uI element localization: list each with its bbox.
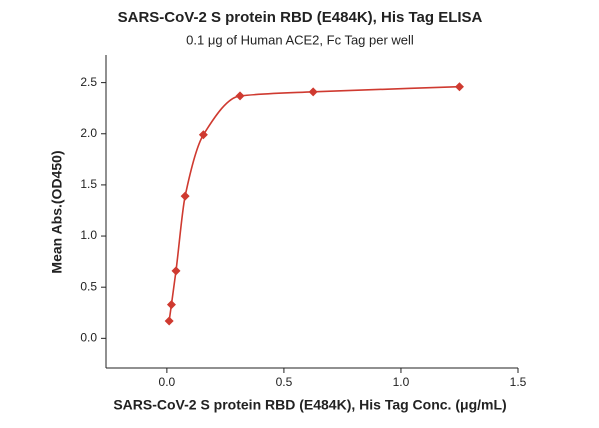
x-tick-label: 1.5 xyxy=(510,375,527,389)
data-point xyxy=(171,266,181,276)
chart-subtitle: 0.1 μg of Human ACE2, Fc Tag per well xyxy=(186,32,414,47)
y-axis-label: Mean Abs.(OD450) xyxy=(49,150,65,273)
y-tick-label: 0.0 xyxy=(80,331,97,345)
chart-title: SARS-CoV-2 S protein RBD (E484K), His Ta… xyxy=(118,9,483,26)
fit-curve xyxy=(168,85,460,322)
y-tick-label: 2.5 xyxy=(80,75,97,89)
y-tick-label: 2.0 xyxy=(80,126,97,140)
x-tick-label: 0.0 xyxy=(159,375,176,389)
y-tick-label: 0.5 xyxy=(80,279,97,293)
data-point xyxy=(308,87,318,97)
x-axis-label: SARS-CoV-2 S protein RBD (E484K), His Ta… xyxy=(113,397,506,413)
data-point xyxy=(235,91,245,101)
x-tick-label: 0.5 xyxy=(276,375,293,389)
data-point xyxy=(198,130,208,140)
data-point xyxy=(180,191,190,201)
x-tick-label: 1.0 xyxy=(393,375,410,389)
data-point xyxy=(166,300,176,310)
data-point xyxy=(164,316,174,326)
y-tick-label: 1.0 xyxy=(80,228,97,242)
y-tick-label: 1.5 xyxy=(80,177,97,191)
data-point xyxy=(454,82,464,92)
